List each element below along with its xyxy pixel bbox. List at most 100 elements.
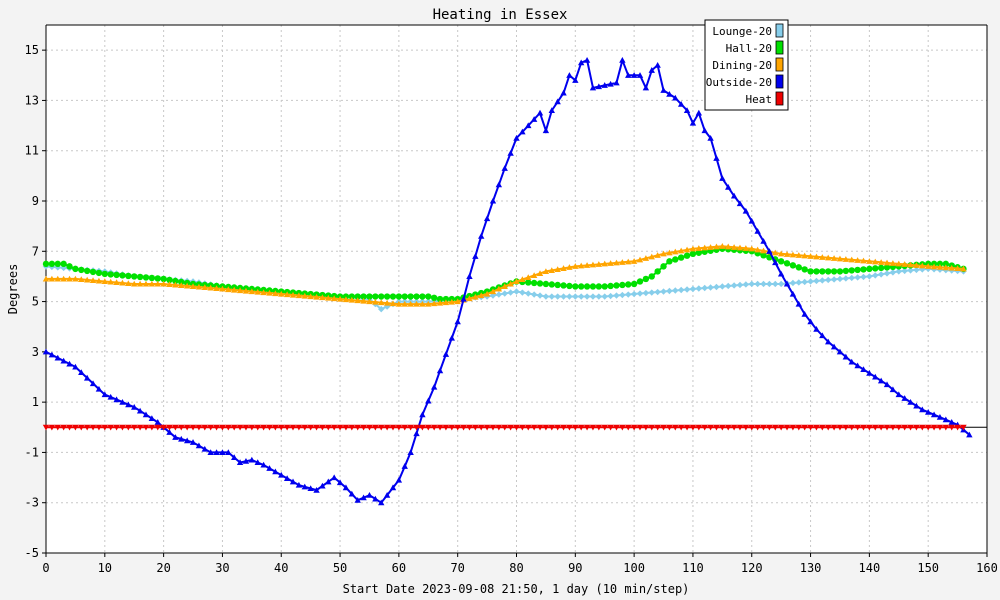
series-point	[478, 292, 485, 299]
series-point	[254, 424, 261, 431]
series-point	[695, 285, 703, 292]
series-point	[830, 276, 838, 283]
series-point	[454, 298, 461, 305]
series-point	[701, 127, 708, 134]
series-point	[242, 424, 250, 431]
y-axis-title: Degrees	[6, 264, 20, 315]
series-point	[630, 258, 638, 264]
series-point	[401, 463, 408, 469]
series-point	[378, 299, 385, 306]
series-point	[101, 278, 109, 285]
series-point	[777, 280, 785, 288]
series-point	[713, 283, 720, 291]
series-point	[101, 424, 109, 431]
series-point	[272, 290, 279, 297]
series-point	[748, 280, 755, 288]
series-point	[548, 281, 555, 288]
series-point	[72, 424, 79, 431]
series-point	[736, 281, 744, 289]
series-point	[842, 256, 850, 262]
series-point	[266, 424, 273, 431]
series-point	[777, 258, 785, 265]
series-point	[278, 424, 285, 431]
series-point	[113, 279, 120, 286]
y-tick-label: 5	[32, 295, 39, 309]
series-point	[383, 424, 391, 431]
x-tick-label: 110	[682, 561, 704, 575]
series-point	[654, 62, 661, 68]
series-point	[195, 283, 203, 290]
series-point	[313, 486, 320, 493]
series-point	[783, 260, 791, 267]
x-tick-label: 70	[450, 561, 464, 575]
series-point	[248, 456, 256, 463]
series-point	[848, 424, 855, 431]
series-point	[642, 275, 650, 283]
series-point	[207, 284, 214, 291]
series-point	[519, 424, 526, 431]
series-point	[342, 484, 350, 491]
series-point	[913, 262, 920, 268]
series-point	[54, 260, 61, 268]
series-point	[507, 280, 514, 287]
legend-swatch	[775, 91, 784, 106]
series-point	[142, 411, 150, 418]
series-point	[478, 424, 485, 431]
series-point	[613, 79, 620, 86]
series-point	[348, 296, 356, 303]
series-point	[272, 468, 279, 475]
series-point	[348, 490, 356, 497]
series-point	[419, 424, 426, 431]
series-point	[507, 424, 514, 431]
series-point	[930, 424, 938, 431]
series-point	[313, 424, 320, 431]
series-point	[754, 227, 761, 234]
series-point	[366, 293, 373, 300]
series-point	[395, 300, 403, 307]
series-point	[307, 424, 314, 431]
series-point	[148, 274, 156, 282]
series-point	[413, 300, 420, 307]
x-tick-label: 40	[274, 561, 288, 575]
series-point	[589, 424, 597, 431]
series-point	[801, 278, 808, 286]
series-point	[183, 282, 191, 289]
series-point	[654, 424, 661, 431]
x-tick-label: 30	[215, 561, 229, 575]
series-point	[642, 255, 650, 261]
y-tick-label: -5	[25, 546, 39, 560]
series-point	[307, 293, 314, 300]
series-point	[760, 252, 767, 259]
series-point	[607, 292, 614, 300]
series-point	[448, 334, 456, 341]
series-point	[472, 424, 479, 431]
series-point	[83, 424, 91, 431]
series-point	[725, 282, 732, 290]
series-point	[201, 424, 208, 431]
series-point	[560, 282, 567, 289]
legend-swatch	[775, 23, 784, 38]
series-point	[407, 424, 414, 431]
series-point	[736, 424, 744, 431]
series-point	[548, 267, 555, 273]
series-point	[436, 367, 444, 374]
series-point	[383, 299, 391, 306]
series-dining-20	[42, 243, 967, 307]
series-point	[560, 89, 567, 96]
series-point	[213, 449, 220, 455]
series-point	[854, 257, 861, 263]
series-point	[178, 424, 185, 431]
series-point	[672, 424, 679, 431]
series-point	[107, 278, 114, 285]
series-point	[119, 279, 126, 286]
series-point	[860, 366, 867, 373]
series-point	[530, 272, 538, 278]
series-point	[419, 300, 426, 307]
series-point	[625, 72, 632, 78]
series-point	[742, 281, 750, 288]
series-point	[877, 377, 885, 384]
series-point	[842, 353, 850, 360]
series-point	[430, 300, 438, 307]
series-point	[795, 264, 802, 271]
series-point	[136, 407, 144, 414]
